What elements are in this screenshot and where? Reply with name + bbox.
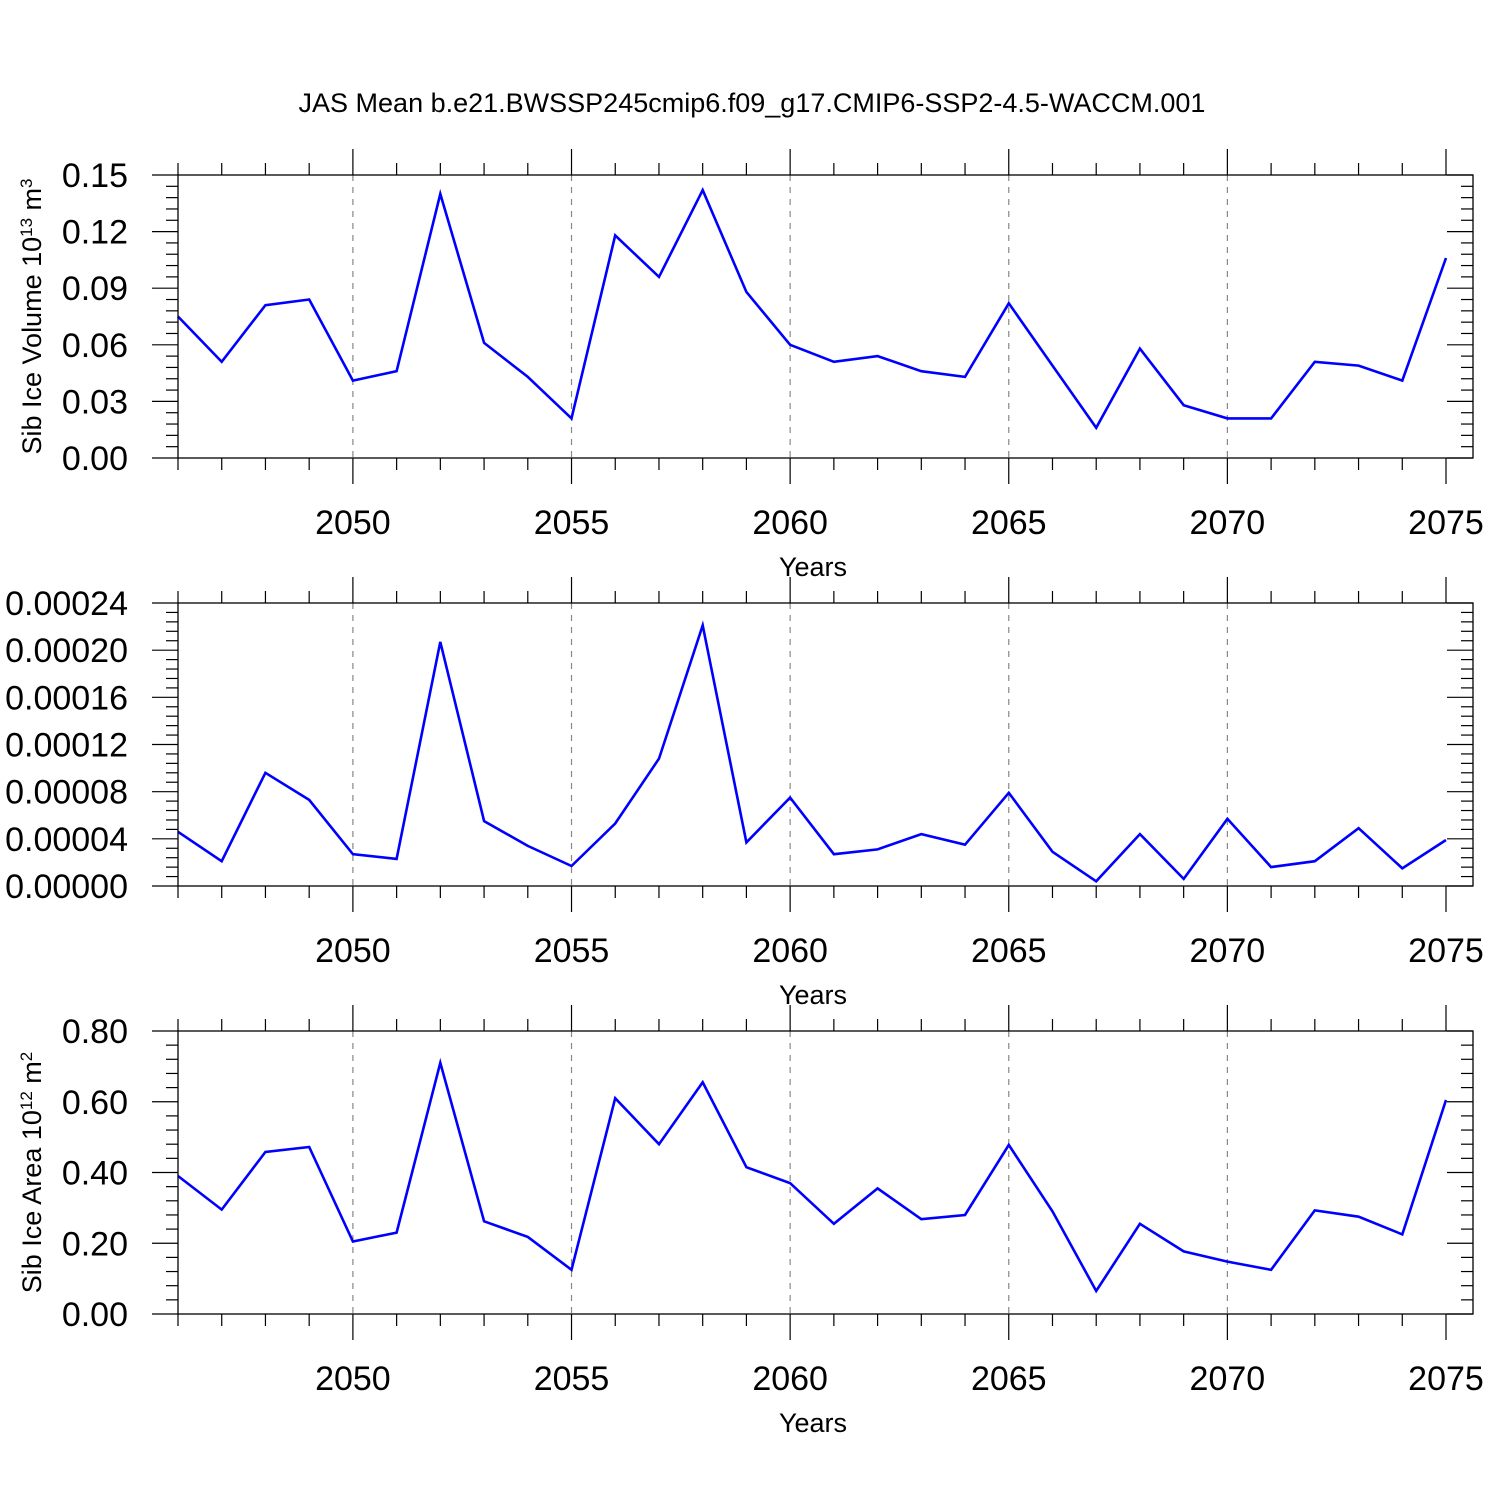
panel-ice-volume: 0.00 0.03 0.06 0.09 0.12 0.15 2050 2055 2060 206… <box>17 149 1484 582</box>
y-tick-label: 0.20 <box>62 1225 128 1263</box>
chart-title: JAS Mean b.e21.BWSSP245cmip6.f09_g17.CMI… <box>299 88 1206 118</box>
x-tick-label: 2065 <box>971 1360 1047 1398</box>
y-tick-label: 0.00004 <box>5 821 128 859</box>
y-tick-label: 0.40 <box>62 1155 128 1193</box>
x-tick-label: 2055 <box>534 932 610 970</box>
y-tick-label: 0.00008 <box>5 774 128 812</box>
y-tick-label: 0.80 <box>62 1013 128 1051</box>
x-tick-label: 2050 <box>315 932 391 970</box>
y-tick-label: 0.00016 <box>5 679 128 717</box>
plot-frame <box>177 174 1474 459</box>
y-tick-label: 0.00012 <box>5 727 128 765</box>
y-tick-label: 0.00 <box>62 1296 128 1334</box>
x-tick-label: 2050 <box>315 504 391 542</box>
plot-frame <box>177 602 1474 887</box>
x-tick-label: 2065 <box>971 504 1047 542</box>
series-line-middle <box>177 620 1447 884</box>
x-tick-label: 2070 <box>1190 1360 1266 1398</box>
y-tick-label: 0.09 <box>62 270 128 308</box>
panel-ice-area: 0.00 0.20 0.40 0.60 0.80 2050 2055 2060 2065 207… <box>17 1005 1484 1438</box>
plot-frame <box>177 1030 1474 1315</box>
series-line-ice-area <box>177 1057 1448 1294</box>
x-tick-label: 2060 <box>752 504 828 542</box>
panel-middle: 0.00000 0.00004 0.00008 0.00012 0.00016 0.000… <box>5 577 1484 1010</box>
x-tick-label: 2070 <box>1190 932 1266 970</box>
y-tick-label: 0.00020 <box>5 632 128 670</box>
x-tick-label: 2075 <box>1408 932 1484 970</box>
x-axis-title: Years <box>779 980 847 1010</box>
y-tick-label: 0.06 <box>62 327 128 365</box>
y-axis-title: Sib Ice Area 1012 m2 <box>17 1052 48 1294</box>
y-tick-label: 0.60 <box>62 1084 128 1122</box>
x-tick-label: 2060 <box>752 932 828 970</box>
x-tick-label: 2055 <box>534 1360 610 1398</box>
x-axis-title: Years <box>779 1408 847 1438</box>
x-tick-label: 2055 <box>534 504 610 542</box>
x-tick-label: 2060 <box>752 1360 828 1398</box>
x-tick-label: 2075 <box>1408 504 1484 542</box>
y-tick-label: 0.00024 <box>5 585 128 623</box>
x-tick-label: 2065 <box>971 932 1047 970</box>
x-tick-label: 2075 <box>1408 1360 1484 1398</box>
y-tick-label: 0.15 <box>62 157 128 195</box>
x-tick-label: 2070 <box>1190 504 1266 542</box>
y-tick-label: 0.03 <box>62 383 128 421</box>
y-tick-label: 0.00000 <box>5 868 128 906</box>
y-tick-label: 0.12 <box>62 214 128 252</box>
y-tick-label: 0.00 <box>62 440 128 478</box>
y-axis-title: Sib Ice Volume 1013 m3 <box>17 178 48 454</box>
x-tick-label: 2050 <box>315 1360 391 1398</box>
series-line-ice-volume <box>177 187 1448 431</box>
x-axis-title: Years <box>779 552 847 582</box>
